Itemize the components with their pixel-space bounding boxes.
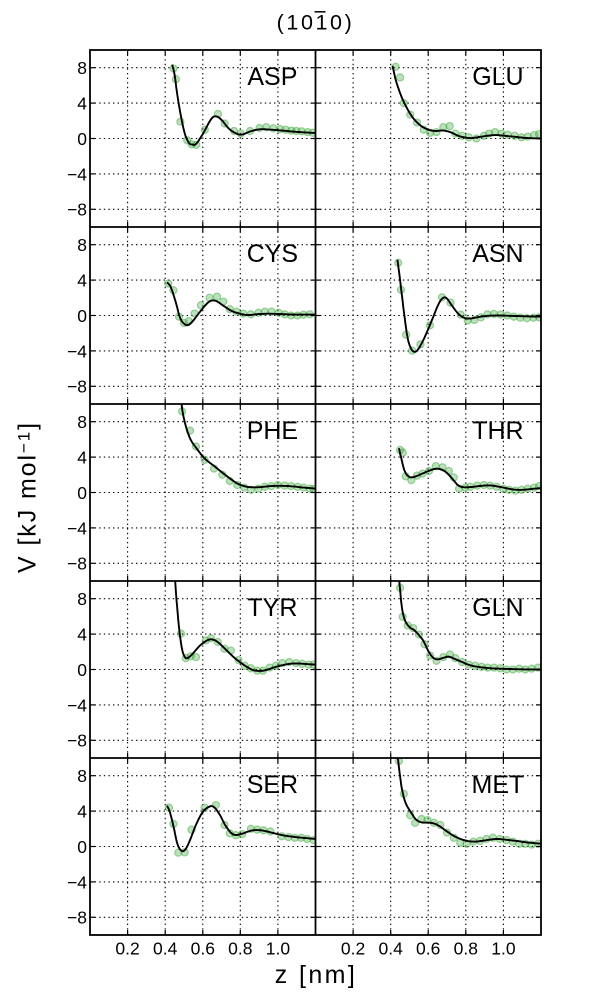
svg-text:8: 8 xyxy=(77,58,87,78)
svg-text:1.0: 1.0 xyxy=(266,939,291,959)
svg-text:−8: −8 xyxy=(67,554,87,574)
svg-text:1.0: 1.0 xyxy=(491,939,516,959)
svg-text:0.8: 0.8 xyxy=(228,939,252,959)
svg-text:0: 0 xyxy=(77,483,87,503)
svg-text:TYR: TYR xyxy=(247,594,297,622)
svg-text:GLN: GLN xyxy=(472,594,523,622)
svg-text:4: 4 xyxy=(77,448,87,468)
svg-text:−8: −8 xyxy=(67,200,87,220)
svg-text:8: 8 xyxy=(77,589,87,609)
svg-text:SER: SER xyxy=(247,771,298,799)
svg-text:MET: MET xyxy=(472,771,525,799)
svg-text:4: 4 xyxy=(77,271,87,291)
svg-text:0: 0 xyxy=(77,129,87,149)
svg-text:0.6: 0.6 xyxy=(191,939,215,959)
svg-text:−8: −8 xyxy=(67,731,87,751)
svg-text:THR: THR xyxy=(472,417,523,445)
svg-text:−4: −4 xyxy=(67,518,87,538)
svg-text:0.4: 0.4 xyxy=(379,939,404,959)
svg-text:8: 8 xyxy=(77,235,87,255)
svg-text:4: 4 xyxy=(77,802,87,822)
svg-text:0.8: 0.8 xyxy=(454,939,478,959)
svg-text:0.2: 0.2 xyxy=(115,939,139,959)
svg-text:GLU: GLU xyxy=(472,63,523,91)
svg-text:−4: −4 xyxy=(67,695,87,715)
svg-text:0: 0 xyxy=(77,306,87,326)
svg-text:−4: −4 xyxy=(67,872,87,892)
svg-text:ASP: ASP xyxy=(247,63,297,91)
svg-text:CYS: CYS xyxy=(247,240,298,268)
svg-text:8: 8 xyxy=(77,412,87,432)
svg-text:0.2: 0.2 xyxy=(341,939,365,959)
svg-text:4: 4 xyxy=(77,94,87,114)
svg-text:−8: −8 xyxy=(67,377,87,397)
svg-text:8: 8 xyxy=(77,766,87,786)
svg-text:−4: −4 xyxy=(67,164,87,184)
svg-text:PHE: PHE xyxy=(247,417,298,445)
svg-text:4: 4 xyxy=(77,625,87,645)
svg-text:0.4: 0.4 xyxy=(153,939,178,959)
svg-text:(1010): (1010) xyxy=(277,11,355,35)
svg-text:0.6: 0.6 xyxy=(416,939,440,959)
svg-text:−8: −8 xyxy=(67,908,87,928)
svg-text:−4: −4 xyxy=(67,341,87,361)
svg-text:z [nm]: z [nm] xyxy=(275,961,357,989)
svg-text:ASN: ASN xyxy=(472,240,523,268)
svg-text:0: 0 xyxy=(77,660,87,680)
svg-text:0: 0 xyxy=(77,837,87,857)
